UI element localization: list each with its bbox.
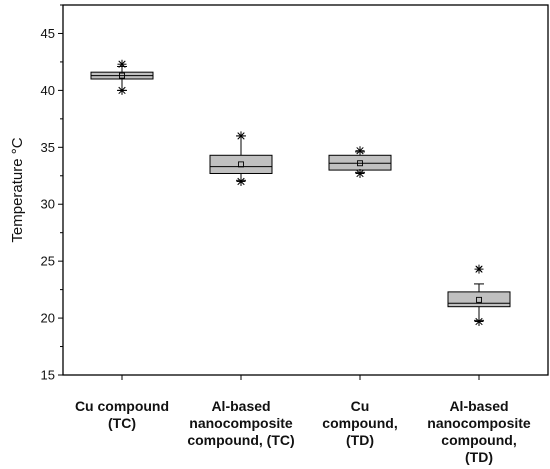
box-group	[209, 135, 273, 181]
max-marker	[355, 146, 365, 156]
star-d2	[356, 147, 364, 155]
x-category-line: nanocomposite	[427, 415, 531, 431]
y-tick-label: 25	[41, 254, 55, 269]
x-category-label: Al-based nanocomposite compound, (TD)	[427, 398, 531, 465]
x-category-label: Cu compound, (TD)	[322, 398, 397, 448]
box-iqr	[209, 154, 273, 174]
star-d2	[237, 132, 245, 140]
axes: 15 20 25 30 35 40 45	[41, 4, 549, 383]
x-category-line: Cu compound	[75, 398, 169, 414]
min-marker	[474, 316, 484, 326]
box-group	[90, 65, 154, 91]
y-tick-label: 15	[41, 368, 55, 383]
x-category-line: compound,	[322, 415, 397, 431]
y-tick-label: 45	[41, 26, 55, 41]
star-d2	[356, 169, 364, 178]
x-category-line: Al-based	[211, 398, 270, 414]
y-tick-label: 35	[41, 140, 55, 155]
mean-marker	[476, 296, 482, 303]
plot-area	[90, 59, 511, 326]
box-group	[447, 283, 511, 321]
x-category-line: nanocomposite	[189, 415, 293, 431]
y-tick-label: 30	[41, 197, 55, 212]
x-category-label: Al-based nanocomposite compound, (TC)	[187, 398, 294, 448]
star-d2	[118, 86, 126, 95]
star-d2	[118, 60, 126, 68]
mean-marker	[119, 72, 125, 79]
mean-marker	[238, 161, 244, 168]
min-marker	[236, 176, 246, 186]
labels: Temperature °C Cu compound (TC)Al-based na…	[9, 137, 531, 465]
max-marker	[117, 59, 127, 69]
y-axis-title: Temperature °C	[9, 137, 26, 242]
mean-marker	[357, 160, 363, 167]
x-category-line: compound, (TC)	[187, 432, 294, 448]
x-category-line: Al-based	[449, 398, 508, 414]
box-iqr	[447, 291, 511, 308]
box-iqr	[328, 154, 392, 171]
x-category-label: Cu compound (TC)	[75, 398, 169, 431]
cross-d2	[475, 265, 483, 273]
outlier-marker	[475, 265, 483, 273]
y-tick-label: 20	[41, 311, 55, 326]
x-category-line: (TD)	[465, 449, 493, 465]
min-marker	[117, 85, 127, 95]
star-d2	[237, 177, 245, 186]
x-category-line: Cu	[351, 398, 370, 414]
plot-frame	[62, 4, 549, 376]
x-category-line: (TD)	[346, 432, 374, 448]
y-tick-label: 40	[41, 83, 55, 98]
x-category-line: (TC)	[108, 415, 136, 431]
max-marker	[236, 131, 246, 141]
min-marker	[355, 168, 365, 178]
star-d2	[475, 317, 483, 326]
x-category-line: compound,	[441, 432, 516, 448]
